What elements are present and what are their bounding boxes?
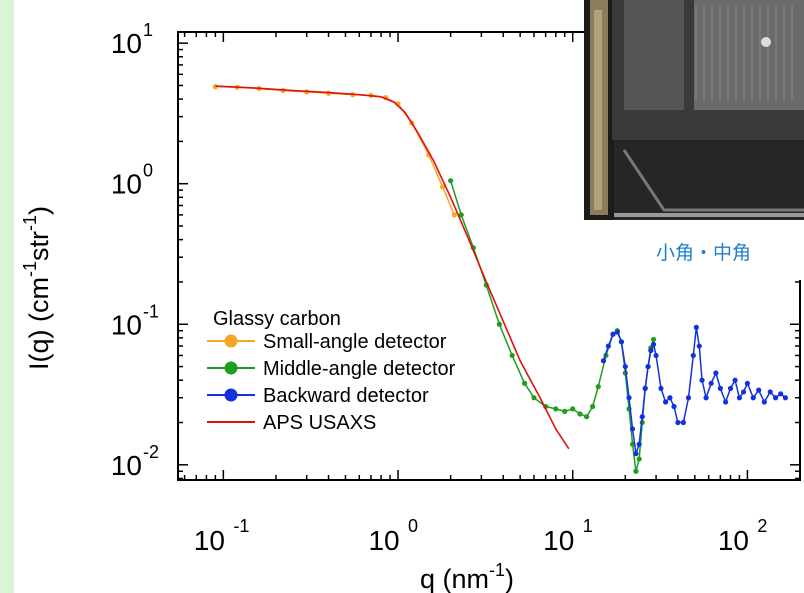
- data-point-middle-angle: [590, 403, 596, 410]
- data-point-backward: [782, 395, 789, 401]
- data-point-backward: [618, 339, 625, 345]
- data-point-backward: [610, 331, 616, 337]
- data-point-backward: [653, 352, 659, 359]
- data-point-backward: [645, 363, 651, 370]
- data-point-backward: [713, 370, 719, 376]
- data-point-middle-angle: [636, 456, 642, 462]
- y-tick-label: 10: [111, 309, 142, 340]
- y-tick-label: 10: [111, 28, 142, 59]
- data-point-middle-angle: [562, 408, 568, 414]
- data-point-backward: [658, 385, 664, 391]
- legend-entry: Backward detector: [263, 385, 429, 407]
- data-point-middle-angle: [570, 406, 576, 412]
- data-point-small-angle: [440, 184, 446, 190]
- data-point-backward: [717, 385, 723, 391]
- data-point-backward: [622, 363, 628, 370]
- data-point-backward: [642, 385, 648, 391]
- instrument-photo: [584, 0, 804, 220]
- data-point-backward: [773, 395, 779, 401]
- data-point-backward: [727, 385, 734, 391]
- data-point-middle-angle: [531, 395, 537, 401]
- data-point-backward: [600, 358, 607, 364]
- series-line-middle-angle: [449, 180, 655, 472]
- x-tick-label-exponent: 0: [408, 516, 418, 536]
- data-point-backward: [761, 399, 767, 405]
- legend-entry: Small-angle detector: [263, 331, 447, 353]
- y-tick-label-exponent: -1: [143, 301, 159, 321]
- x-tick-label-exponent: 1: [583, 516, 593, 536]
- data-point-backward: [614, 329, 620, 335]
- y-tick-label: 10: [111, 450, 142, 481]
- data-point-backward: [662, 399, 669, 405]
- data-point-middle-angle: [448, 178, 454, 184]
- x-tick-label: 10: [718, 525, 749, 556]
- data-point-backward: [633, 451, 639, 457]
- x-tick-label-exponent: -1: [233, 516, 249, 536]
- data-point-backward: [703, 395, 709, 401]
- data-point-backward: [690, 352, 696, 359]
- data-point-middle-angle: [595, 384, 601, 390]
- data-point-backward: [693, 324, 699, 330]
- caption-background: [584, 220, 804, 280]
- legend-marker: [224, 334, 238, 348]
- y-tick-label-exponent: -2: [143, 442, 159, 462]
- data-point-middle-angle: [633, 468, 639, 474]
- data-point-backward: [685, 395, 692, 401]
- y-axis-label: I(q) (cm-1str-1): [20, 206, 54, 370]
- legend-entry: APS USAXS: [263, 412, 376, 434]
- data-point-backward: [605, 343, 611, 349]
- x-tick-label: 10: [368, 525, 399, 556]
- series-line-small-angle: [215, 85, 456, 216]
- data-point-backward: [650, 341, 657, 347]
- data-point-middle-angle: [650, 336, 657, 343]
- left-background-strip: [0, 0, 14, 593]
- data-point-backward: [699, 377, 705, 383]
- legend-marker: [224, 388, 238, 402]
- y-tick-label-exponent: 1: [143, 20, 153, 40]
- legend-marker: [224, 361, 238, 375]
- data-point-backward: [736, 395, 743, 401]
- data-point-small-angle: [451, 212, 457, 218]
- x-tick-label: 10: [543, 525, 574, 556]
- data-point-backward: [648, 347, 654, 354]
- data-point-backward: [740, 389, 747, 395]
- x-tick-label-exponent: 2: [757, 516, 767, 536]
- data-point-backward: [629, 426, 636, 432]
- data-point-middle-angle: [509, 352, 515, 359]
- data-point-backward: [722, 399, 729, 405]
- data-point-backward: [639, 414, 645, 420]
- x-axis-label: q (nm-1): [420, 560, 514, 593]
- series-line-aps-usaxs: [215, 85, 570, 450]
- y-tick-label: 10: [111, 169, 142, 200]
- data-point-backward: [667, 395, 673, 401]
- legend-title: Glassy carbon: [213, 308, 341, 330]
- data-point-backward: [680, 419, 686, 426]
- data-point-backward: [636, 441, 642, 447]
- data-point-backward: [671, 403, 677, 410]
- data-point-backward: [732, 377, 738, 383]
- data-point-backward: [767, 389, 773, 395]
- x-tick-label: 10: [194, 525, 225, 556]
- data-point-backward: [626, 395, 632, 401]
- data-point-middle-angle: [458, 212, 464, 218]
- data-point-backward: [675, 419, 681, 426]
- data-point-middle-angle: [553, 406, 559, 412]
- data-point-middle-angle: [521, 380, 528, 386]
- photo-caption: 小角・中角: [656, 242, 752, 264]
- data-point-middle-angle: [583, 414, 590, 420]
- data-point-middle-angle: [496, 321, 502, 327]
- data-point-backward: [744, 380, 751, 386]
- legend-entry: Middle-angle detector: [263, 358, 456, 380]
- data-point-backward: [708, 380, 714, 386]
- data-point-backward: [696, 343, 702, 349]
- data-point-middle-angle: [577, 411, 583, 417]
- y-tick-label-exponent: 0: [143, 161, 153, 181]
- data-point-backward: [778, 391, 784, 397]
- data-point-backward: [756, 387, 762, 393]
- data-point-backward: [750, 395, 756, 401]
